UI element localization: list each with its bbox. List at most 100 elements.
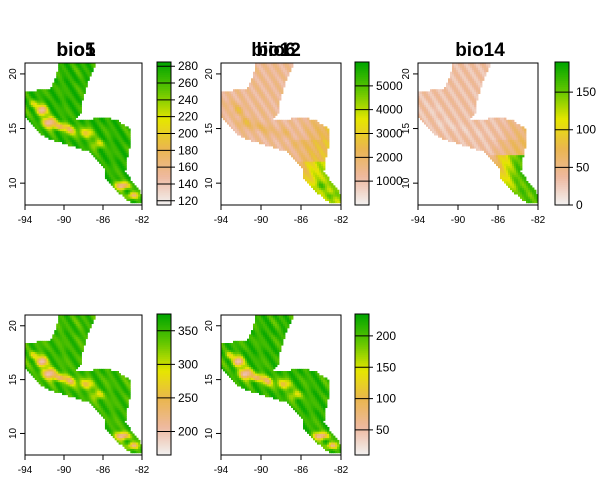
raster-cell — [42, 375, 45, 378]
raster-cell — [257, 119, 260, 123]
raster-cell — [60, 82, 63, 86]
raster-cell — [112, 172, 116, 175]
colorbar-tick-label: 1000 — [376, 174, 403, 188]
raster-cell — [456, 139, 459, 143]
raster-cell — [309, 119, 312, 123]
raster-cell — [221, 106, 224, 110]
raster-cell — [52, 111, 55, 114]
raster-cell — [309, 159, 312, 162]
raster-cell — [311, 178, 314, 182]
raster-cell — [263, 89, 266, 92]
raster-cell — [460, 71, 463, 75]
raster-cell — [446, 95, 449, 99]
raster-cell — [478, 71, 481, 75]
raster-cell — [508, 150, 511, 153]
raster-cell — [277, 82, 280, 86]
raster-cell — [430, 102, 433, 105]
x-tick-label: -94 — [411, 215, 426, 226]
raster-cell — [317, 159, 320, 162]
raster-cell — [32, 353, 36, 357]
raster-cell — [283, 130, 286, 134]
raster-cell — [101, 146, 104, 149]
raster-cell — [69, 91, 73, 94]
raster-cell — [319, 143, 322, 147]
raster-cell — [480, 80, 483, 84]
raster-cell — [69, 76, 73, 79]
raster-cell — [25, 358, 28, 361]
raster-cell — [247, 100, 250, 103]
raster-cell — [110, 139, 114, 143]
raster-cell — [52, 82, 55, 86]
raster-cell — [520, 154, 523, 158]
raster-cell — [75, 132, 79, 136]
raster-cell — [42, 93, 45, 97]
raster-cell — [520, 189, 523, 193]
raster-cell — [307, 163, 310, 167]
colorbar-strip — [555, 141, 569, 145]
raster-cell — [249, 89, 252, 92]
raster-cell — [58, 102, 61, 105]
raster-cell — [297, 148, 300, 151]
raster-cell — [99, 154, 102, 158]
raster-cell — [528, 196, 531, 199]
colorbar-tick-label: 120 — [178, 194, 198, 208]
raster-cell — [83, 132, 86, 136]
raster-cell — [458, 132, 461, 136]
raster-cell — [514, 152, 517, 156]
raster-cell — [434, 97, 437, 101]
raster-cell — [32, 362, 36, 365]
raster-cell — [32, 115, 36, 119]
raster-cell — [269, 121, 272, 125]
raster-cell — [450, 95, 453, 99]
raster-cell — [466, 126, 469, 129]
raster-cell — [114, 128, 118, 132]
colorbar-strip — [355, 162, 369, 165]
raster-cell — [456, 113, 459, 116]
raster-cell — [432, 93, 435, 97]
raster-cell — [494, 130, 497, 134]
raster-cell — [440, 93, 443, 97]
raster-cell — [456, 106, 459, 110]
raster-cell — [448, 104, 451, 108]
raster-cell — [257, 89, 260, 92]
raster-cell — [301, 146, 304, 149]
raster-cell — [247, 132, 250, 136]
raster-cell — [462, 102, 465, 105]
raster-cell — [486, 143, 489, 147]
raster-cell — [506, 130, 509, 134]
raster-cell — [498, 148, 501, 151]
raster-cell — [480, 78, 483, 81]
raster-cell — [321, 154, 324, 158]
raster-cell — [237, 130, 240, 134]
raster-cell — [472, 91, 475, 94]
raster-cell — [38, 353, 41, 357]
raster-cell — [267, 137, 270, 140]
raster-cell — [277, 91, 280, 94]
raster-cell — [289, 132, 292, 136]
raster-cell — [32, 102, 36, 105]
raster-cell — [257, 108, 260, 112]
raster-cell — [58, 76, 61, 79]
raster-cell — [524, 198, 527, 202]
raster-cell — [462, 78, 465, 81]
raster-cell — [128, 194, 131, 197]
raster-cell — [97, 121, 100, 125]
raster-cell — [271, 69, 274, 73]
raster-cell — [101, 161, 104, 164]
raster-cell — [317, 187, 320, 191]
raster-cell — [118, 150, 121, 153]
raster-cell — [81, 71, 84, 75]
raster-cell — [77, 71, 80, 75]
raster-cell — [44, 130, 47, 134]
raster-cell — [490, 137, 493, 140]
raster-cell — [46, 97, 49, 101]
raster-cell — [500, 126, 503, 129]
raster-cell — [307, 146, 310, 149]
raster-cell — [309, 172, 312, 175]
raster-cell — [426, 91, 429, 94]
raster-cell — [526, 194, 529, 197]
raster-cell — [291, 139, 294, 143]
raster-cell — [257, 93, 260, 97]
raster-cell — [67, 121, 71, 125]
raster-cell — [460, 113, 463, 116]
